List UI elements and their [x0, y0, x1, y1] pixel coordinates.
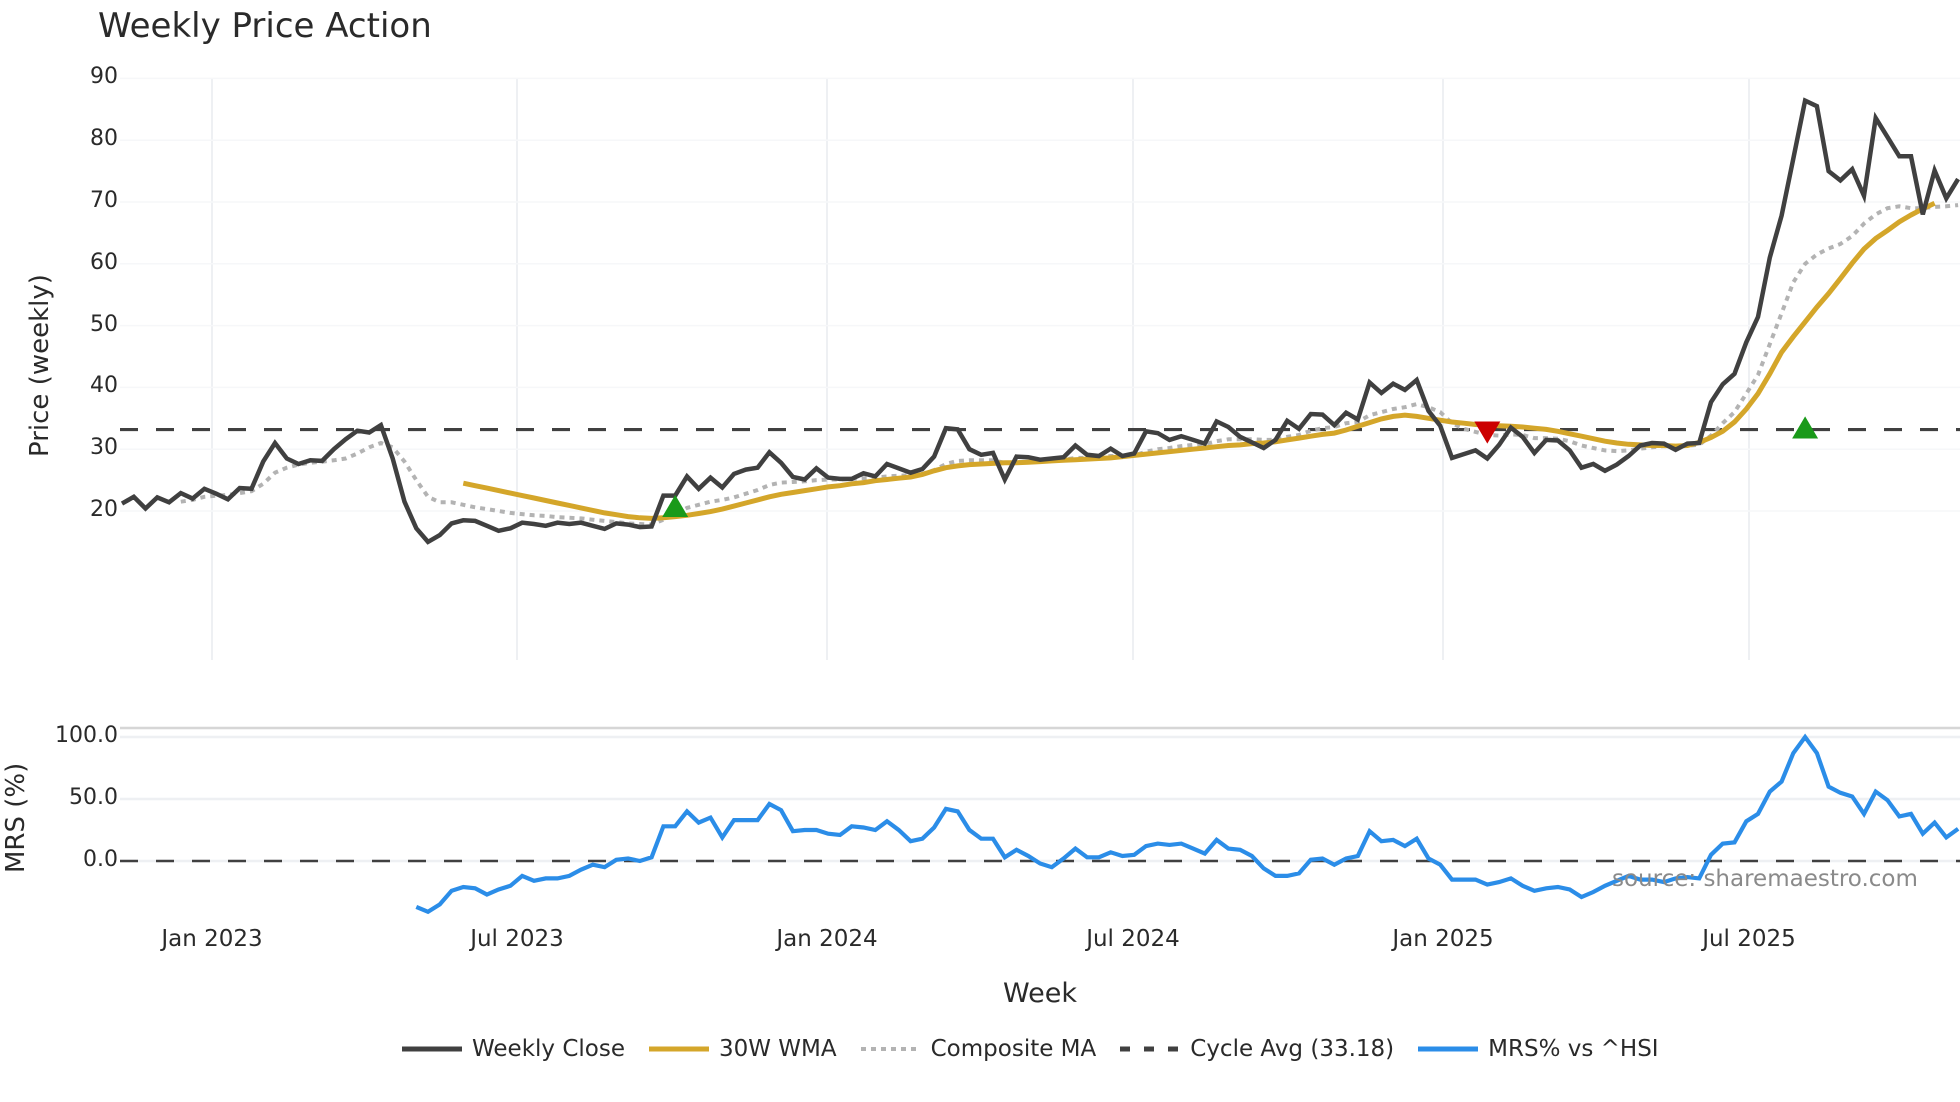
legend-item[interactable]: Weekly Close: [400, 1036, 625, 1062]
legend-label: Weekly Close: [472, 1036, 625, 1062]
gridlines: [120, 77, 1960, 863]
x-tick-label: Jan 2025: [1392, 926, 1494, 952]
legend-swatch-icon: [860, 1047, 921, 1051]
sell-signal-triangle-down-icon: [1474, 421, 1501, 444]
legend-item[interactable]: Cycle Avg (33.18): [1118, 1036, 1394, 1062]
legend-label: 30W WMA: [718, 1036, 837, 1062]
legend-item[interactable]: MRS% vs ^HSI: [1416, 1036, 1659, 1062]
signal-markers: [662, 416, 1819, 518]
mrs-line: [415, 733, 1960, 915]
buy-signal-triangle-up-icon: [662, 494, 689, 518]
mrs-y-tick: 0.0: [83, 847, 118, 872]
legend-item[interactable]: Composite MA: [859, 1036, 1097, 1062]
wma-line: [462, 200, 1936, 521]
price-y-tick: 90: [90, 64, 118, 90]
weekly-close-line: [120, 97, 1960, 545]
data-series: [120, 97, 1960, 915]
legend-label: Cycle Avg (33.18): [1190, 1036, 1395, 1062]
buy-signal-triangle-up-icon: [1792, 416, 1819, 439]
x-tick-label: Jan 2023: [161, 926, 263, 952]
composite-ma-line: [180, 203, 1959, 527]
legend-label: Composite MA: [930, 1036, 1097, 1062]
legend-swatch-icon: [402, 1046, 462, 1052]
price-y-tick: 60: [90, 249, 118, 275]
x-tick-label: Jan 2024: [776, 926, 878, 952]
x-axis-label: Week: [1003, 978, 1077, 1009]
x-tick-label: Jul 2023: [470, 926, 564, 952]
x-tick-label: Jul 2025: [1702, 926, 1796, 952]
mrs-y-tick: 50.0: [69, 785, 118, 810]
price-y-tick: 30: [90, 435, 118, 461]
chart-title: Weekly Price Action: [98, 6, 432, 46]
legend: Weekly Close 30W WMA Composite MA Cycle Avg…: [400, 1036, 1681, 1062]
price-y-tick: 50: [90, 311, 118, 337]
legend-label: MRS% vs ^HSI: [1488, 1036, 1659, 1062]
legend-swatch-icon: [1120, 1046, 1181, 1052]
legend-swatch-icon: [648, 1046, 709, 1052]
mrs-y-tick: 100.0: [55, 723, 118, 748]
legend-swatch-icon: [1418, 1046, 1479, 1052]
x-tick-label: Jul 2024: [1086, 926, 1180, 952]
price-y-tick: 20: [90, 497, 118, 522]
source-watermark: source: sharemaestro.com: [1612, 866, 1918, 892]
price-y-tick: 70: [90, 188, 118, 213]
price-y-tick: 40: [90, 373, 118, 399]
price-y-tick: 80: [90, 126, 118, 152]
legend-item[interactable]: 30W WMA: [647, 1036, 837, 1062]
